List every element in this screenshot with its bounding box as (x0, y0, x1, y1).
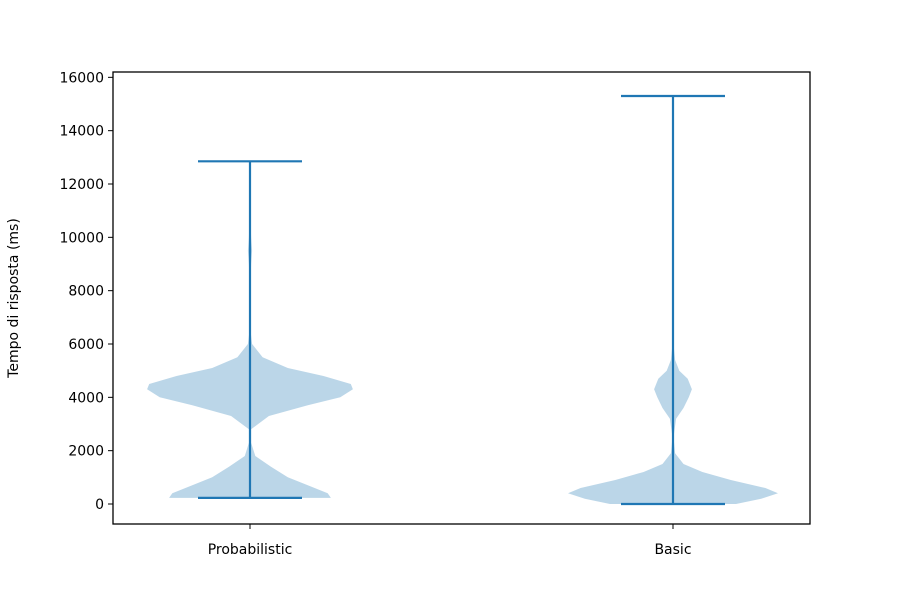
violin-stat-lines (198, 94, 725, 506)
y-tick-label: 6000 (68, 337, 104, 353)
x-tick-label: Probabilistic (208, 542, 293, 558)
y-axis-label: Tempo di risposta (ms) (6, 218, 22, 379)
y-tick-label: 0 (95, 497, 104, 513)
plot-frame (112, 71, 811, 525)
y-tick-label: 8000 (68, 284, 104, 300)
y-tick-label: 2000 (68, 444, 104, 460)
y-axis-ticks: 0 2000 4000 6000 8000 10000 12000 14000 16000 (59, 70, 113, 513)
x-axis-ticks: Probabilistic Basic (208, 524, 692, 558)
y-tick-label: 14000 (59, 124, 104, 140)
x-tick-label: Basic (654, 542, 691, 558)
y-tick-label: 12000 (59, 177, 104, 193)
y-tick-label: 10000 (59, 230, 104, 246)
y-tick-label: 16000 (59, 70, 104, 86)
y-tick-label: 4000 (68, 390, 104, 406)
